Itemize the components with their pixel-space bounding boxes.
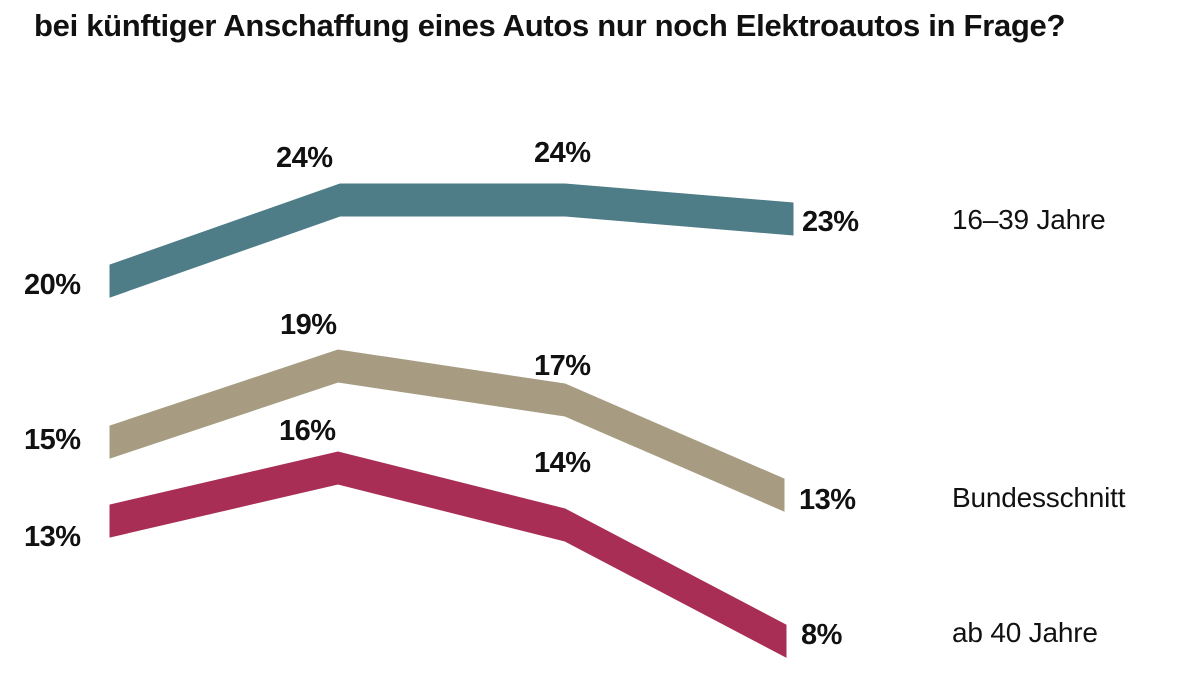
series-line-crimson <box>109 451 787 658</box>
chart-title: bei künftiger Anschaffung eines Autos nu… <box>34 8 1066 43</box>
data-point-label: 8% <box>801 619 842 651</box>
data-point-label: 17% <box>534 350 591 382</box>
data-point-label: 23% <box>802 206 859 238</box>
data-point-label: 14% <box>534 447 591 479</box>
series-line-teal <box>109 183 794 298</box>
data-point-label: 13% <box>24 521 81 553</box>
series-legend-label-teal: 16–39 Jahre <box>952 204 1106 235</box>
data-point-label: 13% <box>799 484 856 516</box>
data-point-label: 19% <box>280 309 337 341</box>
data-point-label: 24% <box>534 137 591 169</box>
data-point-label: 20% <box>24 269 81 301</box>
data-point-label: 15% <box>24 424 81 456</box>
series-legend-label-tan: Bundesschnitt <box>952 482 1126 513</box>
data-point-label: 24% <box>276 142 333 174</box>
data-point-label: 16% <box>279 415 336 447</box>
series-line-tan <box>109 349 785 512</box>
series-legend-label-crimson: ab 40 Jahre <box>952 617 1098 648</box>
